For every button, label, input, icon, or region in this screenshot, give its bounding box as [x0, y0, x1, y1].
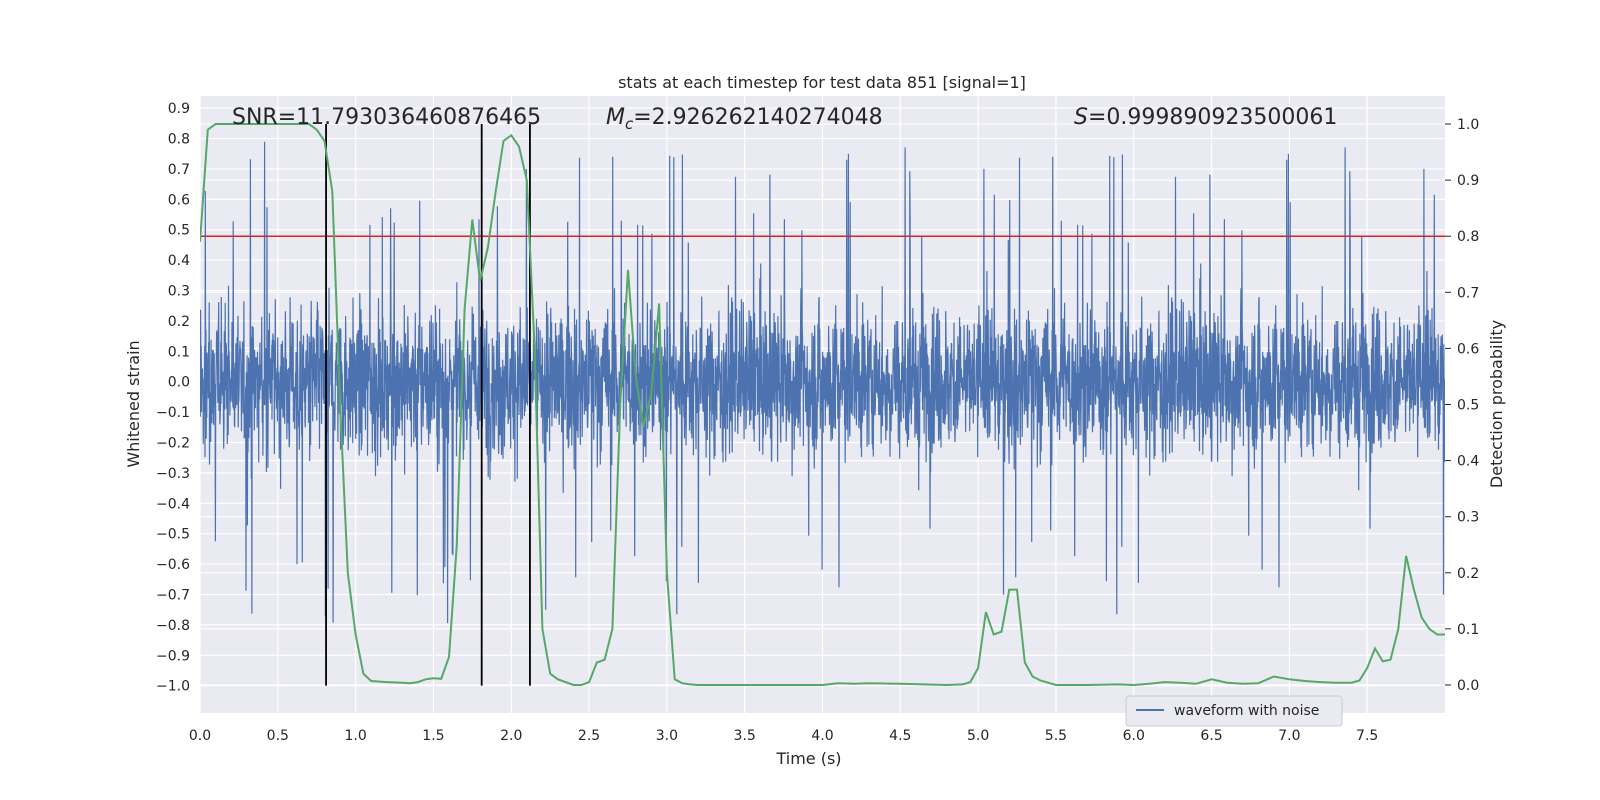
- chart-title: stats at each timestep for test data 851…: [618, 73, 1026, 92]
- x-axis-label: Time (s): [775, 749, 841, 768]
- y-tick-label-left: −0.3: [156, 466, 190, 482]
- x-tick-label: 0.5: [267, 728, 289, 744]
- y-tick-label-left: −0.8: [156, 618, 190, 634]
- y-tick-label-right: 0.2: [1457, 566, 1479, 582]
- y-tick-label-left: −0.5: [156, 527, 190, 543]
- y-tick-label-left: 0.9: [168, 101, 190, 117]
- y-ticks-right: 1.0 0.9 0.8 0.7 0.6 0.5 0.4 0.3 0.2 0.1 0.0: [1445, 117, 1479, 694]
- legend-box: [1125, 695, 1343, 727]
- x-tick-label: 5.5: [1045, 728, 1067, 744]
- y-tick-label-left: −1.0: [156, 679, 190, 695]
- x-tick-label: 4.0: [811, 728, 833, 744]
- chirp-mass-value: =2.926262140274048: [633, 105, 882, 130]
- x-tick-label: 3.5: [734, 728, 756, 744]
- spin-symbol: S: [1074, 105, 1088, 130]
- vertical-markers: [325, 124, 531, 686]
- legend-label: waveform with noise: [1174, 703, 1319, 719]
- x-tick-label: 7.5: [1356, 728, 1378, 744]
- y-tick-label-right: 0.9: [1457, 173, 1479, 189]
- y-tick-label-left: 0.6: [168, 192, 190, 208]
- x-tick-label: 3.0: [656, 728, 678, 744]
- x-tick-label: 1.5: [422, 728, 444, 744]
- snr-annotation: SNR=11.793036460876465: [232, 105, 541, 130]
- y-tick-label-left: −0.7: [156, 587, 190, 603]
- chirp-mass-subscript: c: [625, 115, 634, 133]
- y-axis-label-right: Detection probability: [1487, 320, 1506, 488]
- y-tick-label-right: 0.8: [1457, 229, 1479, 245]
- y-tick-label-left: 0.7: [168, 162, 190, 178]
- x-tick-label: 6.0: [1123, 728, 1145, 744]
- y-tick-label-left: −0.9: [156, 648, 190, 664]
- chirp-mass-symbol: M: [606, 105, 625, 130]
- y-tick-label-left: 0.2: [168, 314, 190, 330]
- legend: waveform with noise: [1125, 695, 1343, 727]
- chirp-mass-annotation: Mc=2.926262140274048: [606, 105, 883, 133]
- x-tick-label: 0.0: [189, 728, 211, 744]
- y-tick-label-right: 0.0: [1457, 678, 1479, 694]
- spin-value: =0.999890923500061: [1088, 105, 1337, 130]
- y-tick-label-left: 0.4: [168, 253, 190, 269]
- spin-annotation: S=0.999890923500061: [1074, 105, 1337, 130]
- y-tick-label-right: 0.6: [1457, 341, 1479, 357]
- x-tick-label: 2.5: [578, 728, 600, 744]
- y-tick-label-left: 0.3: [168, 284, 190, 300]
- y-tick-label-right: 0.5: [1457, 398, 1479, 414]
- x-tick-label: 6.5: [1200, 728, 1222, 744]
- x-tick-label: 4.5: [889, 728, 911, 744]
- waveform-line: [200, 141, 1445, 624]
- y-tick-label-left: −0.2: [156, 435, 190, 451]
- x-tick-label: 2.0: [500, 728, 522, 744]
- y-tick-label-left: 0.0: [168, 375, 190, 391]
- y-tick-label-right: 0.3: [1457, 510, 1479, 526]
- y-tick-label-right: 0.4: [1457, 454, 1479, 470]
- y-tick-label-right: 0.7: [1457, 285, 1479, 301]
- y-tick-label-left: 0.5: [168, 223, 190, 239]
- y-tick-label-left: −0.4: [156, 496, 190, 512]
- probability-line: [200, 123, 1445, 687]
- y-tick-label-left: −0.1: [156, 405, 190, 421]
- y-tick-label-left: 0.1: [168, 344, 190, 360]
- y-tick-label-right: 0.1: [1457, 622, 1479, 638]
- x-ticks: 0.0 0.5 1.0 1.5 2.0 2.5 3.0 3.5 4.0 4.5 5.0 5.5 6.0 6…: [189, 728, 1378, 744]
- x-tick-label: 7.0: [1278, 728, 1300, 744]
- x-tick-label: 1.0: [344, 728, 366, 744]
- x-tick-label: 5.0: [967, 728, 989, 744]
- y-axis-label-left: Whitened strain: [124, 340, 143, 467]
- y-tick-label-left: −0.6: [156, 557, 190, 573]
- y-tick-label-left: 0.8: [168, 132, 190, 148]
- y-ticks-left: 0.9 0.8 0.7 0.6 0.5 0.4 0.3 0.2 0.1 0.0 −0.1 −0.2 −0…: [156, 101, 190, 694]
- y-tick-label-right: 1.0: [1457, 117, 1479, 133]
